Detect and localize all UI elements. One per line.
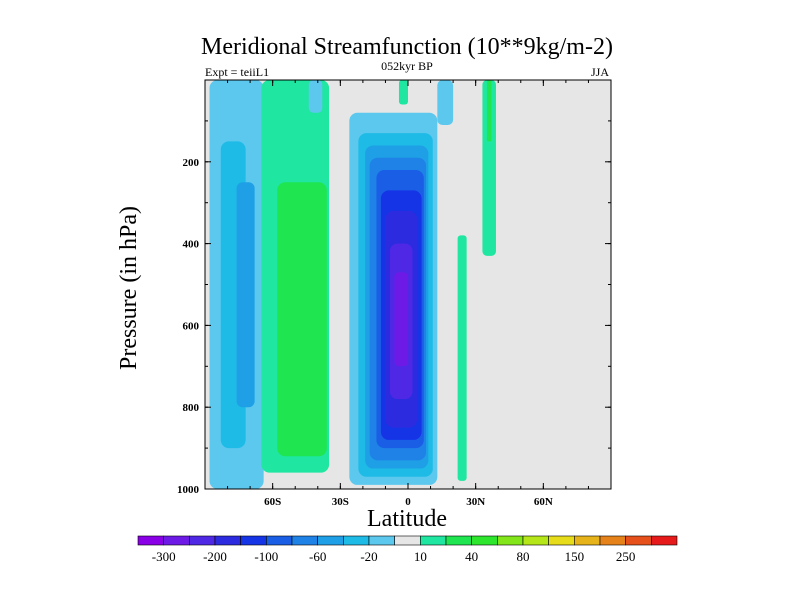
colorbar-label: -300 (152, 549, 176, 564)
contour-region (308, 80, 323, 113)
contour-region (277, 182, 327, 457)
x-tick-label: 30S (332, 496, 349, 508)
experiment-label: Expt = teiiL1 (205, 65, 269, 79)
y-tick-label: 200 (183, 157, 200, 169)
colorbar-label: -100 (254, 549, 278, 564)
contour-region (394, 272, 408, 367)
colorbar-swatch (317, 535, 344, 546)
colorbar-label: -60 (309, 549, 326, 564)
contour-region (437, 80, 454, 125)
contour-fills (209, 80, 496, 489)
colorbar-swatch (599, 535, 626, 546)
contour-region (236, 182, 255, 408)
colorbar-label: 250 (616, 549, 636, 564)
colorbar-swatch (343, 535, 370, 546)
colorbar-swatch (214, 535, 241, 546)
y-tick-label: 600 (183, 320, 200, 332)
colorbar-swatch (548, 535, 575, 546)
y-tick-label: 400 (183, 239, 200, 251)
colorbar-label: -200 (203, 549, 227, 564)
colorbar-swatch (574, 535, 601, 546)
colorbar-swatch (445, 535, 472, 546)
plot-area (204, 79, 612, 490)
x-tick-label: 60N (534, 496, 553, 508)
y-axis: 200 400 600 800 1000 (177, 120, 611, 496)
colorbar-swatch (394, 535, 421, 546)
x-tick-label: 30N (466, 496, 485, 508)
colorbar-labels: -300 -200 -100 -60 -20 10 40 80 150 250 (152, 549, 636, 564)
colorbar-label: 40 (465, 549, 478, 564)
colorbar-swatch (420, 535, 447, 546)
colorbar-label: 150 (565, 549, 585, 564)
colorbar-swatch (291, 535, 318, 546)
season-label: JJA (591, 65, 609, 79)
colorbar-swatch (497, 535, 524, 546)
colorbar-label: 10 (414, 549, 427, 564)
x-tick-label: 0 (405, 496, 411, 508)
x-tick-label: 60S (264, 496, 281, 508)
colorbar-swatch (522, 535, 549, 546)
colorbar-swatch (651, 535, 678, 546)
colorbar-swatch (189, 535, 216, 546)
contour-region (398, 80, 408, 105)
contour-region (486, 80, 492, 142)
contour-region (457, 235, 467, 481)
colorbar-swatch (266, 535, 293, 546)
colorbar-label: -20 (360, 549, 377, 564)
colorbar-swatch (137, 535, 164, 546)
colorbar-swatch (240, 535, 267, 546)
contour-region (482, 80, 496, 256)
y-axis-label: Pressure (in hPa) (116, 206, 142, 370)
colorbar-swatch (625, 535, 652, 546)
period-label: 052kyr BP (381, 59, 433, 73)
x-axis: 60S 30S 0 30N 60N (227, 80, 589, 508)
colorbar-swatch (163, 535, 190, 546)
colorbar-swatch (471, 535, 498, 546)
chart-title: Meridional Streamfunction (10**9kg/m-2) (201, 34, 613, 60)
colorbar (137, 535, 678, 546)
colorbar-label: 80 (517, 549, 530, 564)
y-tick-label: 1000 (177, 484, 200, 496)
colorbar-swatch (368, 535, 395, 546)
x-axis-label: Latitude (367, 506, 447, 532)
y-tick-label: 800 (183, 402, 200, 414)
